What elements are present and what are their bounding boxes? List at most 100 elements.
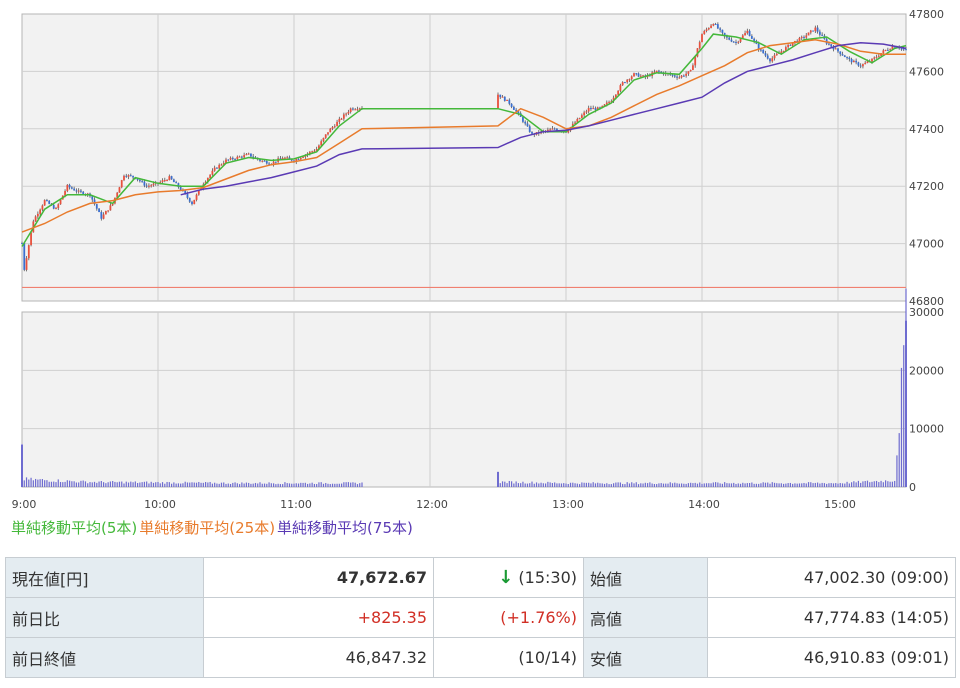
- candle-body: [871, 58, 873, 62]
- candle-body: [671, 74, 674, 76]
- candle-body: [687, 71, 690, 74]
- candle-body: [347, 111, 350, 114]
- volume-bar: [98, 481, 100, 487]
- volume-bar: [846, 481, 848, 487]
- volume-bar: [21, 445, 23, 487]
- chart-legend: 単純移動平均(5本) 単純移動平均(25本) 単純移動平均(75本): [11, 518, 415, 538]
- candle-body: [272, 161, 275, 165]
- volume-bar: [30, 477, 32, 487]
- volume-bar: [343, 482, 345, 487]
- candle-body: [621, 82, 624, 86]
- candle-body: [719, 28, 722, 30]
- candle-body: [624, 82, 626, 84]
- candle-body: [803, 36, 805, 38]
- volume-bar: [499, 483, 501, 487]
- volume-bar: [214, 482, 216, 487]
- candle-body: [345, 113, 348, 115]
- moving-average-line: [21, 33, 907, 247]
- volume-bar: [277, 483, 279, 487]
- volume-bar: [660, 483, 662, 487]
- candle-body: [814, 27, 817, 32]
- volume-bar: [84, 481, 87, 487]
- volume-bar: [796, 483, 798, 487]
- candle-body: [737, 41, 740, 43]
- candle-body: [585, 111, 588, 113]
- volume-bar: [148, 483, 150, 487]
- volume-bar: [635, 482, 637, 487]
- volume-bar: [338, 483, 340, 487]
- volume-bar: [80, 480, 82, 487]
- volume-bar: [232, 482, 234, 487]
- candle-body: [728, 37, 731, 40]
- volume-bar: [171, 483, 173, 487]
- candle-body: [170, 176, 173, 180]
- candle-body: [549, 129, 552, 131]
- volume-bar: [66, 480, 68, 487]
- candle-body: [318, 145, 320, 150]
- volume-y-tick-label: 10000: [909, 423, 944, 436]
- volume-bar: [198, 481, 200, 487]
- candle-body: [358, 108, 361, 110]
- volume-bar: [538, 483, 540, 487]
- current-price-time: (15:30): [518, 568, 577, 587]
- y-tick-label: 47800: [909, 8, 944, 21]
- low-value: 46,910.83 (09:01): [707, 637, 956, 678]
- volume-bar: [191, 482, 193, 487]
- candle-body: [250, 153, 252, 157]
- volume-bar: [23, 480, 25, 487]
- volume-bar: [316, 484, 318, 487]
- candle-body: [295, 159, 298, 162]
- candle-body: [744, 33, 746, 36]
- candle-body: [57, 204, 60, 209]
- candle-body: [77, 190, 80, 192]
- change-label: 前日比: [5, 597, 204, 638]
- candle-body: [236, 156, 239, 160]
- volume-bar: [227, 483, 229, 487]
- candle-body: [567, 130, 570, 133]
- candle-body: [259, 159, 261, 161]
- volume-bar: [87, 483, 89, 487]
- candle-body: [678, 77, 681, 79]
- candle-body: [750, 36, 753, 39]
- volume-bar: [705, 483, 708, 487]
- candle-body: [639, 75, 642, 77]
- volume-bar: [640, 483, 642, 487]
- candle-body: [177, 183, 180, 188]
- volume-bar: [783, 483, 785, 487]
- volume-bar: [882, 482, 884, 487]
- candle-body: [782, 50, 785, 52]
- volume-bar: [300, 482, 302, 487]
- volume-bar: [254, 482, 257, 487]
- candle-body: [349, 108, 352, 112]
- volume-bar: [844, 483, 846, 487]
- candle-body: [41, 205, 44, 210]
- y-tick-label: 46800: [909, 295, 944, 308]
- volume-bar: [871, 481, 873, 487]
- volume-bar: [753, 483, 755, 487]
- volume-bar: [760, 483, 762, 487]
- candle-body: [852, 60, 855, 63]
- candle-body: [91, 196, 94, 200]
- volume-bar: [656, 484, 658, 487]
- volume-bar: [261, 483, 263, 487]
- candle-body: [805, 35, 808, 38]
- volume-bar: [855, 482, 857, 487]
- candle-body: [342, 114, 345, 119]
- volume-bar: [279, 484, 281, 487]
- volume-bar: [46, 480, 48, 487]
- candle-body: [512, 106, 515, 110]
- candle-body: [682, 75, 685, 77]
- volume-bar: [161, 482, 164, 487]
- volume-bar: [778, 483, 780, 487]
- candle-body: [578, 117, 581, 120]
- volume-bar: [150, 481, 152, 487]
- candle-body: [517, 111, 520, 114]
- candle-body: [240, 156, 243, 158]
- volume-bar: [653, 484, 655, 487]
- x-tick-label: 9:00: [12, 498, 37, 511]
- candle-body: [812, 30, 814, 32]
- volume-bar: [574, 483, 576, 487]
- candle-body: [902, 48, 905, 50]
- volume-bar: [39, 479, 41, 487]
- candle-body: [191, 201, 193, 205]
